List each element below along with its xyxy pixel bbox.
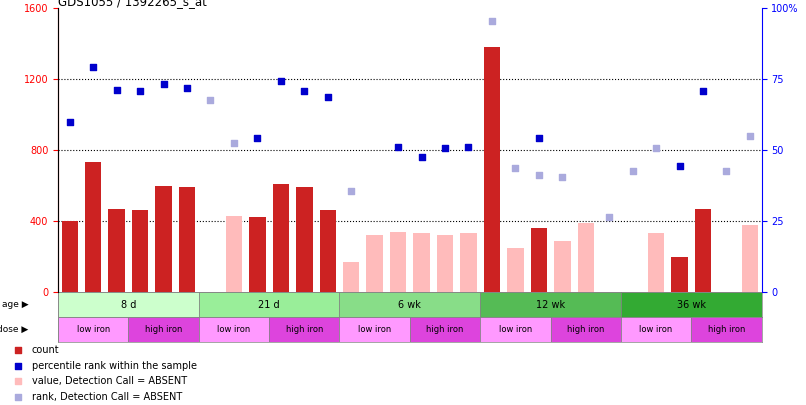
Text: 6 wk: 6 wk — [398, 300, 422, 309]
Bar — [319, 210, 336, 292]
Point — [488, 156, 501, 163]
Point — [438, 145, 451, 151]
Bar — [343, 262, 359, 292]
Bar — [390, 232, 406, 292]
Bar — [179, 188, 195, 292]
Point — [696, 88, 709, 95]
Bar — [226, 216, 242, 292]
Point — [274, 78, 287, 84]
Bar — [437, 235, 453, 292]
Text: high iron: high iron — [285, 325, 323, 334]
Point — [204, 97, 217, 104]
Text: 21 d: 21 d — [258, 300, 280, 309]
Point — [462, 143, 475, 150]
Text: count: count — [32, 345, 60, 355]
Point — [626, 168, 639, 175]
Point — [298, 88, 311, 95]
Bar — [249, 217, 266, 292]
Text: low iron: low iron — [77, 325, 110, 334]
Bar — [156, 185, 172, 292]
Bar — [692, 317, 762, 342]
Bar — [272, 184, 289, 292]
Point — [415, 154, 428, 160]
Point — [181, 85, 193, 91]
Bar — [85, 162, 102, 292]
Bar — [413, 233, 430, 292]
Point — [134, 88, 147, 95]
Bar — [109, 209, 125, 292]
Point — [157, 81, 170, 87]
Text: low iron: low iron — [358, 325, 391, 334]
Point — [64, 118, 77, 125]
Point — [322, 94, 334, 100]
Text: high iron: high iron — [426, 325, 463, 334]
Text: low iron: low iron — [499, 325, 532, 334]
Bar — [484, 47, 501, 292]
Text: value, Detection Call = ABSENT: value, Detection Call = ABSENT — [32, 377, 187, 386]
Bar — [199, 317, 269, 342]
Point — [509, 164, 521, 171]
Bar — [339, 317, 409, 342]
Text: high iron: high iron — [567, 325, 604, 334]
Point — [603, 214, 616, 221]
Bar — [58, 317, 128, 342]
Text: age ▶: age ▶ — [2, 300, 28, 309]
Text: 12 wk: 12 wk — [536, 300, 565, 309]
Point — [110, 87, 123, 93]
Text: 8 d: 8 d — [121, 300, 136, 309]
Point — [650, 145, 663, 151]
Point — [392, 143, 405, 150]
Bar — [409, 317, 480, 342]
Bar — [530, 228, 547, 292]
Bar — [648, 233, 664, 292]
Point — [485, 17, 498, 24]
Bar — [367, 235, 383, 292]
Bar — [695, 209, 711, 292]
Bar — [742, 225, 758, 292]
Text: high iron: high iron — [145, 325, 182, 334]
Bar — [621, 292, 762, 317]
Bar — [550, 317, 621, 342]
Text: high iron: high iron — [708, 325, 746, 334]
Bar — [339, 292, 480, 317]
Text: 36 wk: 36 wk — [677, 300, 706, 309]
Bar — [61, 221, 78, 292]
Bar — [269, 317, 339, 342]
Text: GDS1055 / 1392265_s_at: GDS1055 / 1392265_s_at — [58, 0, 207, 8]
Bar — [480, 292, 621, 317]
Bar — [621, 317, 692, 342]
Point — [488, 299, 501, 305]
Bar — [480, 317, 550, 342]
Point — [743, 132, 756, 139]
Bar — [132, 210, 148, 292]
Bar — [671, 256, 688, 292]
Bar — [554, 241, 571, 292]
Text: percentile rank within the sample: percentile rank within the sample — [32, 361, 197, 371]
Bar — [578, 223, 594, 292]
Point — [251, 134, 264, 141]
Point — [345, 188, 358, 194]
Point — [533, 172, 546, 178]
Bar — [58, 292, 199, 317]
Point — [533, 134, 546, 141]
Point — [720, 168, 733, 175]
Text: low iron: low iron — [639, 325, 673, 334]
Bar — [507, 247, 524, 292]
Point — [227, 140, 240, 146]
Point — [673, 163, 686, 169]
Text: dose ▶: dose ▶ — [0, 325, 28, 334]
Bar — [128, 317, 199, 342]
Text: rank, Detection Call = ABSENT: rank, Detection Call = ABSENT — [32, 392, 182, 402]
Point — [87, 64, 100, 70]
Point — [488, 14, 501, 20]
Bar — [199, 292, 339, 317]
Bar — [296, 188, 313, 292]
Text: low iron: low iron — [218, 325, 251, 334]
Point — [556, 173, 569, 180]
Bar — [460, 233, 476, 292]
